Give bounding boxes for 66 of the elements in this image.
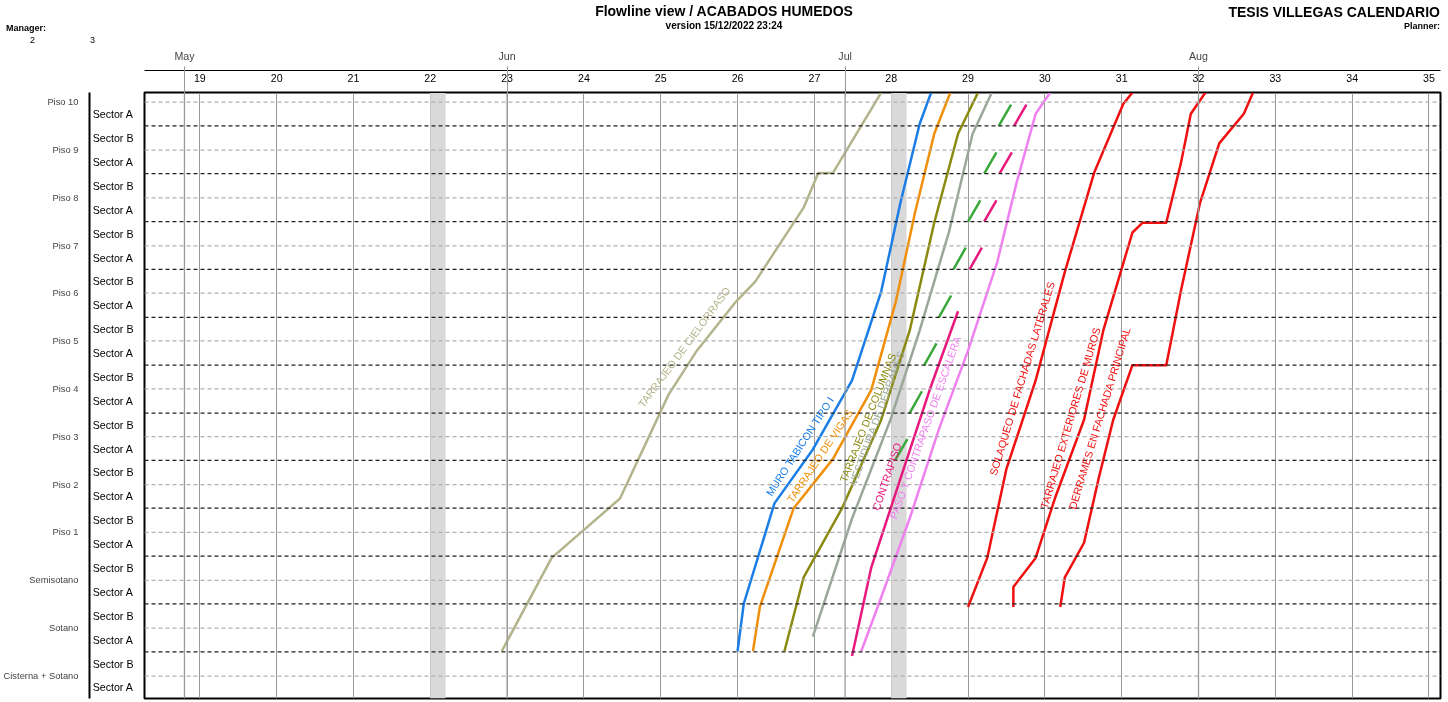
category-label: Sector B	[92, 562, 134, 575]
category-label: Sector A	[92, 108, 133, 121]
x-tick-label: 29	[962, 71, 975, 84]
x-tick-label: 25	[654, 71, 667, 84]
text: Piso 7	[52, 240, 79, 251]
category-label: Sector B	[92, 514, 134, 527]
text: Manager:	[6, 22, 47, 35]
text: Piso 3	[52, 431, 79, 442]
text: Piso 6	[52, 288, 79, 299]
x-tick-label: 26	[731, 71, 744, 84]
chart-title: Flowline view / ACABADOS HUMEDOS	[595, 3, 853, 19]
text: Sotano	[48, 623, 79, 634]
ref-line-label: Jun	[498, 49, 516, 62]
text: Piso 10	[47, 97, 79, 108]
category-label: Sector B	[92, 131, 134, 144]
x-tick-label: 34	[1346, 71, 1359, 84]
category-label: Sector B	[92, 227, 134, 240]
category-label: Sector A	[92, 681, 133, 694]
x-tick-label: 21	[347, 71, 360, 84]
x-tick-label: 31	[1115, 71, 1128, 84]
x-tick-label: 27	[808, 71, 821, 84]
text: 3	[90, 34, 96, 47]
text: Piso 2	[52, 479, 79, 490]
category-label: Sector B	[92, 466, 134, 479]
category-label: Sector B	[92, 610, 134, 623]
x-tick-label: 20	[270, 71, 283, 84]
x-tick-label: 22	[424, 71, 437, 84]
category-label: Sector A	[92, 634, 133, 647]
x-tick-label: 19	[193, 71, 206, 84]
x-tick-label: 23	[501, 71, 514, 84]
category-label: Sector B	[92, 371, 134, 384]
ref-line-label: May	[174, 49, 196, 62]
x-tick-label: 32	[1192, 71, 1205, 84]
category-label: Sector A	[92, 586, 133, 599]
category-label: Sector A	[92, 299, 133, 312]
chart-subtitle: version 15/12/2022 23:24	[665, 20, 783, 31]
x-tick-label: 28	[885, 71, 898, 84]
text: Planner:	[1403, 20, 1440, 33]
category-label: Sector B	[92, 323, 134, 336]
category-label: Sector B	[92, 418, 134, 431]
x-tick-label: 30	[1038, 71, 1051, 84]
category-label: Sector A	[92, 490, 133, 503]
ref-line-label: Jul	[838, 49, 852, 62]
category-label: Sector A	[92, 155, 133, 168]
category-label: Sector A	[92, 203, 133, 216]
category-label: Sector A	[92, 347, 133, 360]
category-label: Sector A	[92, 394, 133, 407]
text: Piso 5	[52, 335, 79, 346]
text: Piso 9	[52, 145, 79, 156]
x-tick-label: 35	[1423, 71, 1435, 84]
category-label: Sector A	[92, 442, 133, 455]
category-label: Sector A	[92, 538, 133, 551]
text: Piso 8	[52, 192, 79, 203]
category-label: Sector B	[92, 657, 134, 670]
text: Piso 4	[52, 383, 79, 394]
category-label: Sector B	[92, 275, 134, 288]
ref-line-label: Aug	[1189, 49, 1209, 62]
text: Piso 1	[52, 527, 79, 538]
category-label: Sector A	[92, 251, 133, 264]
text: 2	[30, 34, 36, 47]
text: Cisterna + Sotano	[3, 671, 79, 682]
text: Semisotano	[29, 575, 79, 586]
x-tick-label: 33	[1269, 71, 1282, 84]
x-tick-label: 24	[578, 71, 590, 84]
text: TESIS VILLEGAS CALENDARIO	[1228, 3, 1440, 22]
category-label: Sector B	[92, 179, 134, 192]
